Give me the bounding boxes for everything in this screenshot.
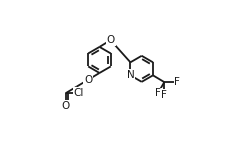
Text: O: O xyxy=(84,75,92,85)
Text: O: O xyxy=(61,101,70,111)
Text: F: F xyxy=(155,89,161,98)
Text: O: O xyxy=(106,35,115,45)
Text: Cl: Cl xyxy=(73,88,84,98)
Text: N: N xyxy=(126,70,134,80)
Text: F: F xyxy=(174,77,180,87)
Text: F: F xyxy=(161,90,167,100)
